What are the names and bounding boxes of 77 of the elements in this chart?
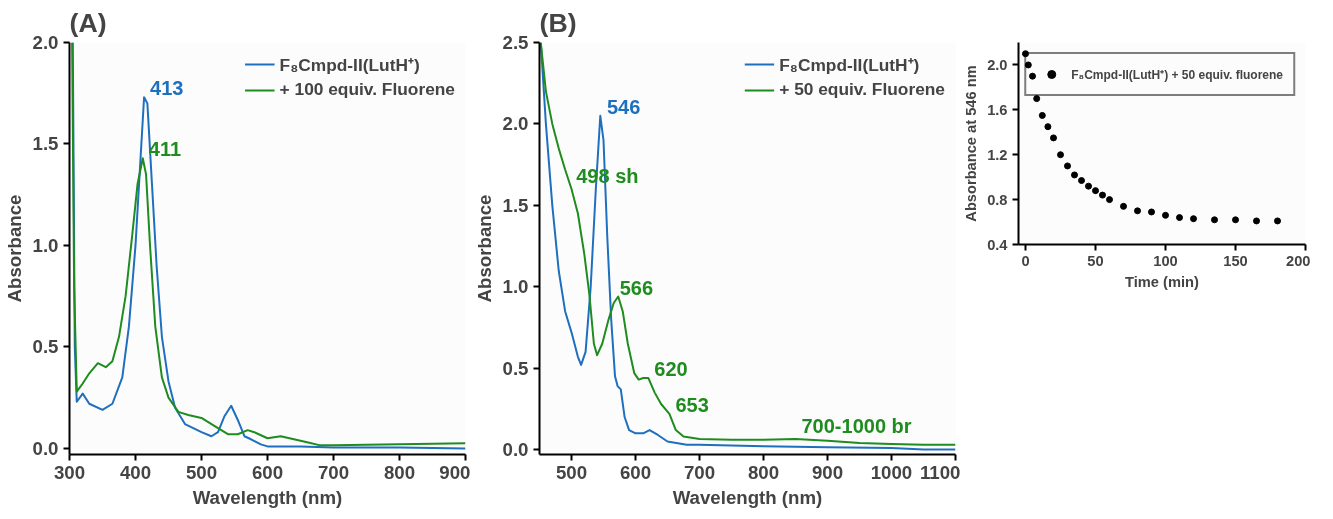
annotation: 566 <box>619 276 654 299</box>
point <box>1211 216 1218 224</box>
point <box>1071 171 1078 179</box>
x-tick-label: 700 <box>683 461 716 483</box>
y-tick-label: 2.0 <box>502 113 529 135</box>
legend-label: F₈Cmpd-II(LutH⁺) <box>279 54 420 76</box>
y-tick-label: 1.2 <box>987 146 1008 163</box>
y-tick-label: 0.4 <box>987 236 1009 253</box>
x-tick-label: 500 <box>185 461 218 483</box>
point <box>1092 187 1099 195</box>
y-axis-title: Absorbance <box>473 194 495 303</box>
annotation: 700-1000 br <box>801 415 912 438</box>
x-tick-label: 900 <box>811 461 844 483</box>
point <box>1050 134 1057 142</box>
y-tick-label: 1.5 <box>32 133 59 155</box>
x-tick-label: 500 <box>555 461 588 483</box>
x-tick-label: 0 <box>1021 252 1030 269</box>
x-axis-title: Time (min) <box>1125 273 1200 290</box>
legend-label: F₈Cmpd-II(LutH⁺) <box>779 54 920 76</box>
x-tick-label: 150 <box>1223 252 1248 269</box>
point <box>1064 162 1071 170</box>
point <box>1232 216 1239 224</box>
x-tick-label: 100 <box>1153 252 1178 269</box>
x-axis-title: Wavelength (nm) <box>672 486 823 508</box>
point <box>1120 202 1127 210</box>
x-tick-label: 1100 <box>920 461 961 483</box>
x-tick-label: 800 <box>383 461 416 483</box>
point <box>1033 95 1041 103</box>
x-axis-title: Wavelength (nm) <box>192 486 343 508</box>
y-tick-label: 0.0 <box>32 437 59 459</box>
legend-label: + 50 equiv. Fluorene <box>779 79 945 100</box>
annotation: 620 <box>654 357 688 380</box>
chart-title: (B) <box>539 7 577 38</box>
x-tick-label: 200 <box>1286 252 1311 269</box>
point <box>1029 72 1036 80</box>
chart-title: (A) <box>69 7 107 38</box>
point <box>1274 217 1281 225</box>
y-tick-label: 1.6 <box>987 101 1008 118</box>
x-tick-label: 1000 <box>870 461 913 483</box>
annotation: 413 <box>150 77 184 100</box>
y-axis-title: Absorbance <box>3 194 25 303</box>
y-tick-label: 2.5 <box>502 32 529 53</box>
x-tick-label: 600 <box>619 461 652 483</box>
point <box>1134 207 1141 215</box>
x-tick-label: 300 <box>53 461 86 483</box>
y-tick-label: 0.5 <box>32 336 59 358</box>
point <box>1190 215 1197 223</box>
point <box>1106 196 1113 204</box>
y-tick-label: 1.0 <box>32 234 59 256</box>
point <box>1057 151 1064 159</box>
y-tick-label: 1.5 <box>502 194 529 216</box>
x-tick-label: 400 <box>119 461 152 483</box>
point <box>1176 214 1183 222</box>
point <box>1148 208 1155 216</box>
point <box>1162 211 1169 219</box>
legend-label: F₈Cmpd-II(LutH⁺) + 50 equiv. fluorene <box>1071 66 1283 83</box>
annotation: 546 <box>606 95 641 118</box>
annotation: 653 <box>675 393 709 416</box>
x-tick-label: 50 <box>1087 252 1104 269</box>
y-tick-label: 0.8 <box>987 191 1008 208</box>
y-axis-title: Absorbance at 546 nm <box>963 65 980 222</box>
point <box>1038 111 1046 119</box>
x-tick-label: 900 <box>439 461 471 483</box>
point <box>1044 123 1052 131</box>
point <box>1085 182 1092 190</box>
point <box>1253 217 1260 225</box>
point <box>1099 191 1106 199</box>
y-tick-label: 2.0 <box>987 56 1008 73</box>
x-tick-label: 700 <box>317 461 350 483</box>
point <box>1078 177 1085 185</box>
y-tick-label: 2.0 <box>32 32 59 53</box>
x-tick-label: 600 <box>251 461 284 483</box>
x-tick-label: 800 <box>747 461 780 483</box>
y-tick-label: 0.0 <box>502 439 529 461</box>
y-tick-label: 0.5 <box>502 357 529 379</box>
y-tick-label: 1.0 <box>502 276 529 298</box>
legend-label: + 100 equiv. Fluorene <box>279 79 455 100</box>
